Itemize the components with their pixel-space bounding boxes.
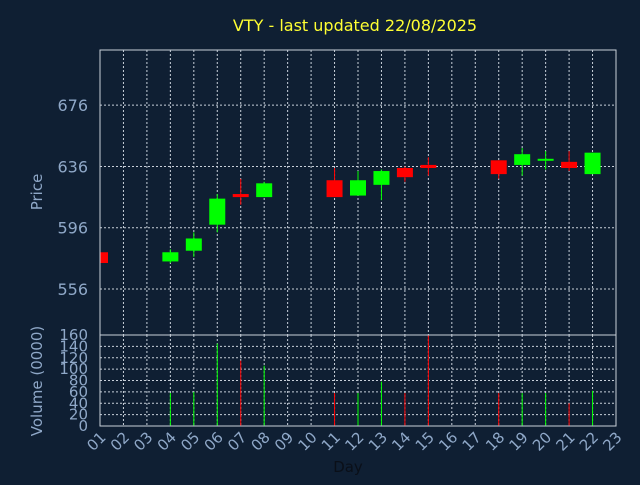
candle-body [490, 160, 507, 175]
volume-tick-label: 120 [59, 349, 88, 367]
candle-body [100, 252, 108, 263]
candle-body [326, 180, 343, 198]
price-tick-label: 556 [57, 280, 88, 299]
price-tick-label: 676 [57, 96, 88, 115]
price-grid [99, 50, 617, 335]
price-tick-label: 636 [57, 157, 88, 176]
candle-body [232, 194, 249, 198]
volume-tick-label: 140 [59, 337, 88, 355]
price-axis-label: Price [28, 174, 46, 211]
volume-tick-label: 60 [69, 383, 88, 401]
volume-panel-frame [99, 334, 617, 427]
candle-body [396, 167, 413, 178]
candle-body [420, 164, 437, 168]
volume-layer [169, 335, 594, 426]
volume-tick-label: 100 [59, 360, 88, 378]
candle-body [561, 161, 578, 168]
x-axis-label: Day [333, 458, 363, 476]
candle-body [209, 198, 226, 225]
volume-tick-label: 160 [59, 326, 88, 344]
volume-tick-label: 80 [69, 372, 88, 390]
candle-body [584, 152, 601, 175]
candles-layer [99, 148, 601, 265]
candle-body [350, 180, 366, 196]
volume-tick-label: 40 [69, 394, 88, 412]
candle-body [514, 154, 531, 165]
candle-body [373, 171, 390, 185]
x-tick-labels: 0102030405060708091011121314151617181920… [83, 428, 625, 454]
candle-body [162, 252, 179, 262]
candle-body [256, 183, 273, 198]
volume-tick-label: 0 [78, 417, 88, 435]
price-tick-label: 596 [57, 219, 88, 238]
volume-tick-label: 20 [69, 406, 88, 424]
volume-axis-label: Volume (0000) [28, 326, 46, 436]
candle-body [537, 158, 554, 161]
price-tick-labels: 556 596 636 676 [57, 96, 88, 299]
candle-body [185, 238, 202, 251]
chart-title: VTY - last updated 22/08/2025 [233, 16, 477, 35]
